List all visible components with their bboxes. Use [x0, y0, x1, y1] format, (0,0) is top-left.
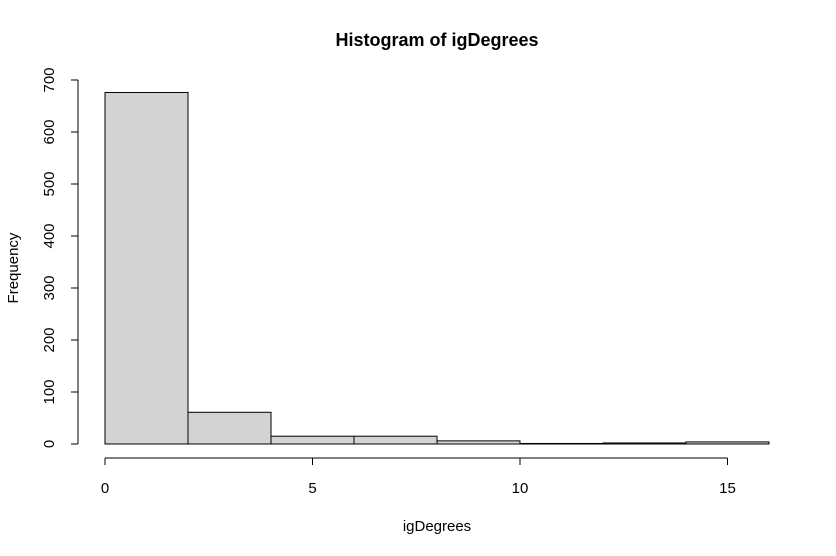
histogram-bar-7	[602, 442, 687, 445]
y-tick-label-500: 500	[41, 171, 58, 196]
x-tick-label-10: 10	[512, 480, 529, 497]
y-tick-label-600: 600	[41, 119, 58, 144]
y-tick-label-700: 700	[41, 67, 58, 92]
histogram-bar-6	[519, 442, 604, 445]
histogram-bar-4	[353, 435, 438, 445]
histogram-bar-2	[187, 411, 272, 445]
histogram-bar-8	[685, 441, 770, 445]
x-axis: 0 5 10 15	[101, 457, 736, 497]
histogram-bar-5	[436, 440, 521, 445]
y-tick-label-300: 300	[41, 275, 58, 300]
histogram-bars	[104, 91, 770, 445]
y-tick-label-100: 100	[41, 379, 58, 404]
y-axis-label: Frequency	[5, 232, 22, 303]
x-tick-label-0: 0	[101, 480, 109, 497]
y-tick-label-0: 0	[41, 440, 58, 448]
y-tick-label-400: 400	[41, 223, 58, 248]
x-tick-label-15: 15	[719, 480, 736, 497]
histogram-bar-1	[104, 91, 189, 445]
y-tick-label-200: 200	[41, 327, 58, 352]
x-tick-label-5: 5	[308, 480, 316, 497]
chart-title: Histogram of igDegrees	[335, 30, 538, 50]
y-axis: 0 100 200 300 400 500 600 700	[41, 67, 79, 448]
histogram-bar-3	[270, 435, 355, 445]
x-axis-label: igDegrees	[403, 518, 471, 535]
